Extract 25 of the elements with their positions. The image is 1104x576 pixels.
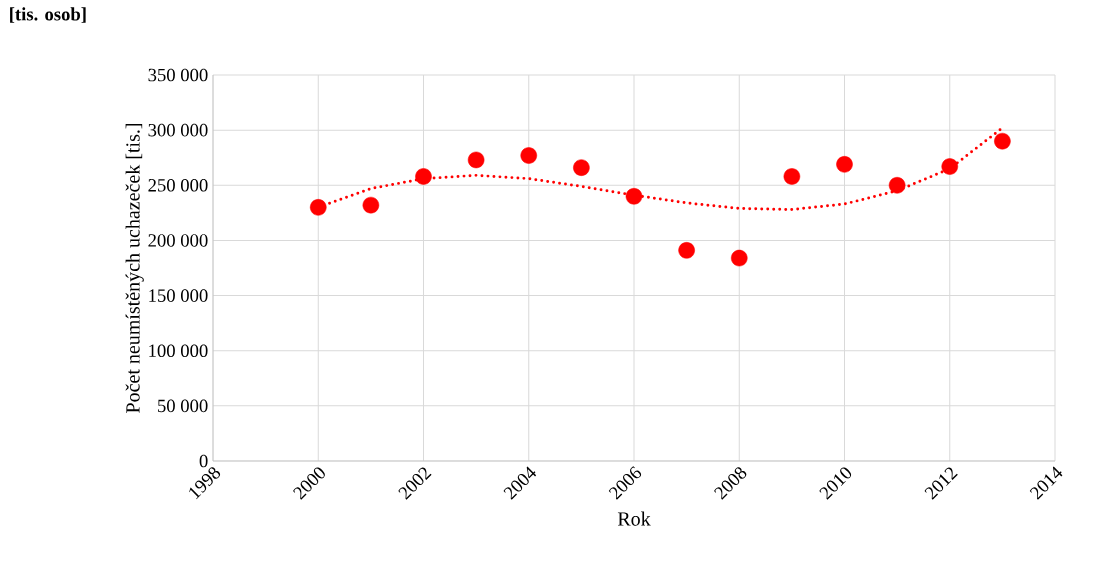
point (520, 147, 538, 164)
y-tick-label: 350 000 (148, 68, 208, 82)
point (941, 158, 959, 175)
point (888, 177, 906, 194)
point (836, 156, 853, 173)
point (362, 196, 380, 214)
point (415, 168, 432, 185)
y-tick-label: 300 000 (148, 123, 208, 137)
point (994, 132, 1011, 150)
y-axis-title: Počet neumístěných uchazeček [tis.] (125, 123, 144, 413)
point (309, 199, 327, 216)
text: [tis. osob] (10, 7, 86, 23)
point (467, 151, 485, 169)
y-tick-label: 0 (199, 454, 208, 468)
point (625, 188, 643, 205)
point (678, 242, 695, 259)
point (730, 249, 748, 267)
y-tick-label: 250 000 (148, 178, 208, 192)
y-tick-label: 150 000 (149, 289, 208, 302)
x-axis-title: Rok (617, 511, 651, 526)
y-tick-label: 200 000 (148, 234, 208, 247)
point (573, 159, 590, 176)
y-tick-label: 100 000 (149, 344, 208, 358)
y-tick-label: 50 000 (158, 399, 208, 413)
point (783, 168, 801, 185)
